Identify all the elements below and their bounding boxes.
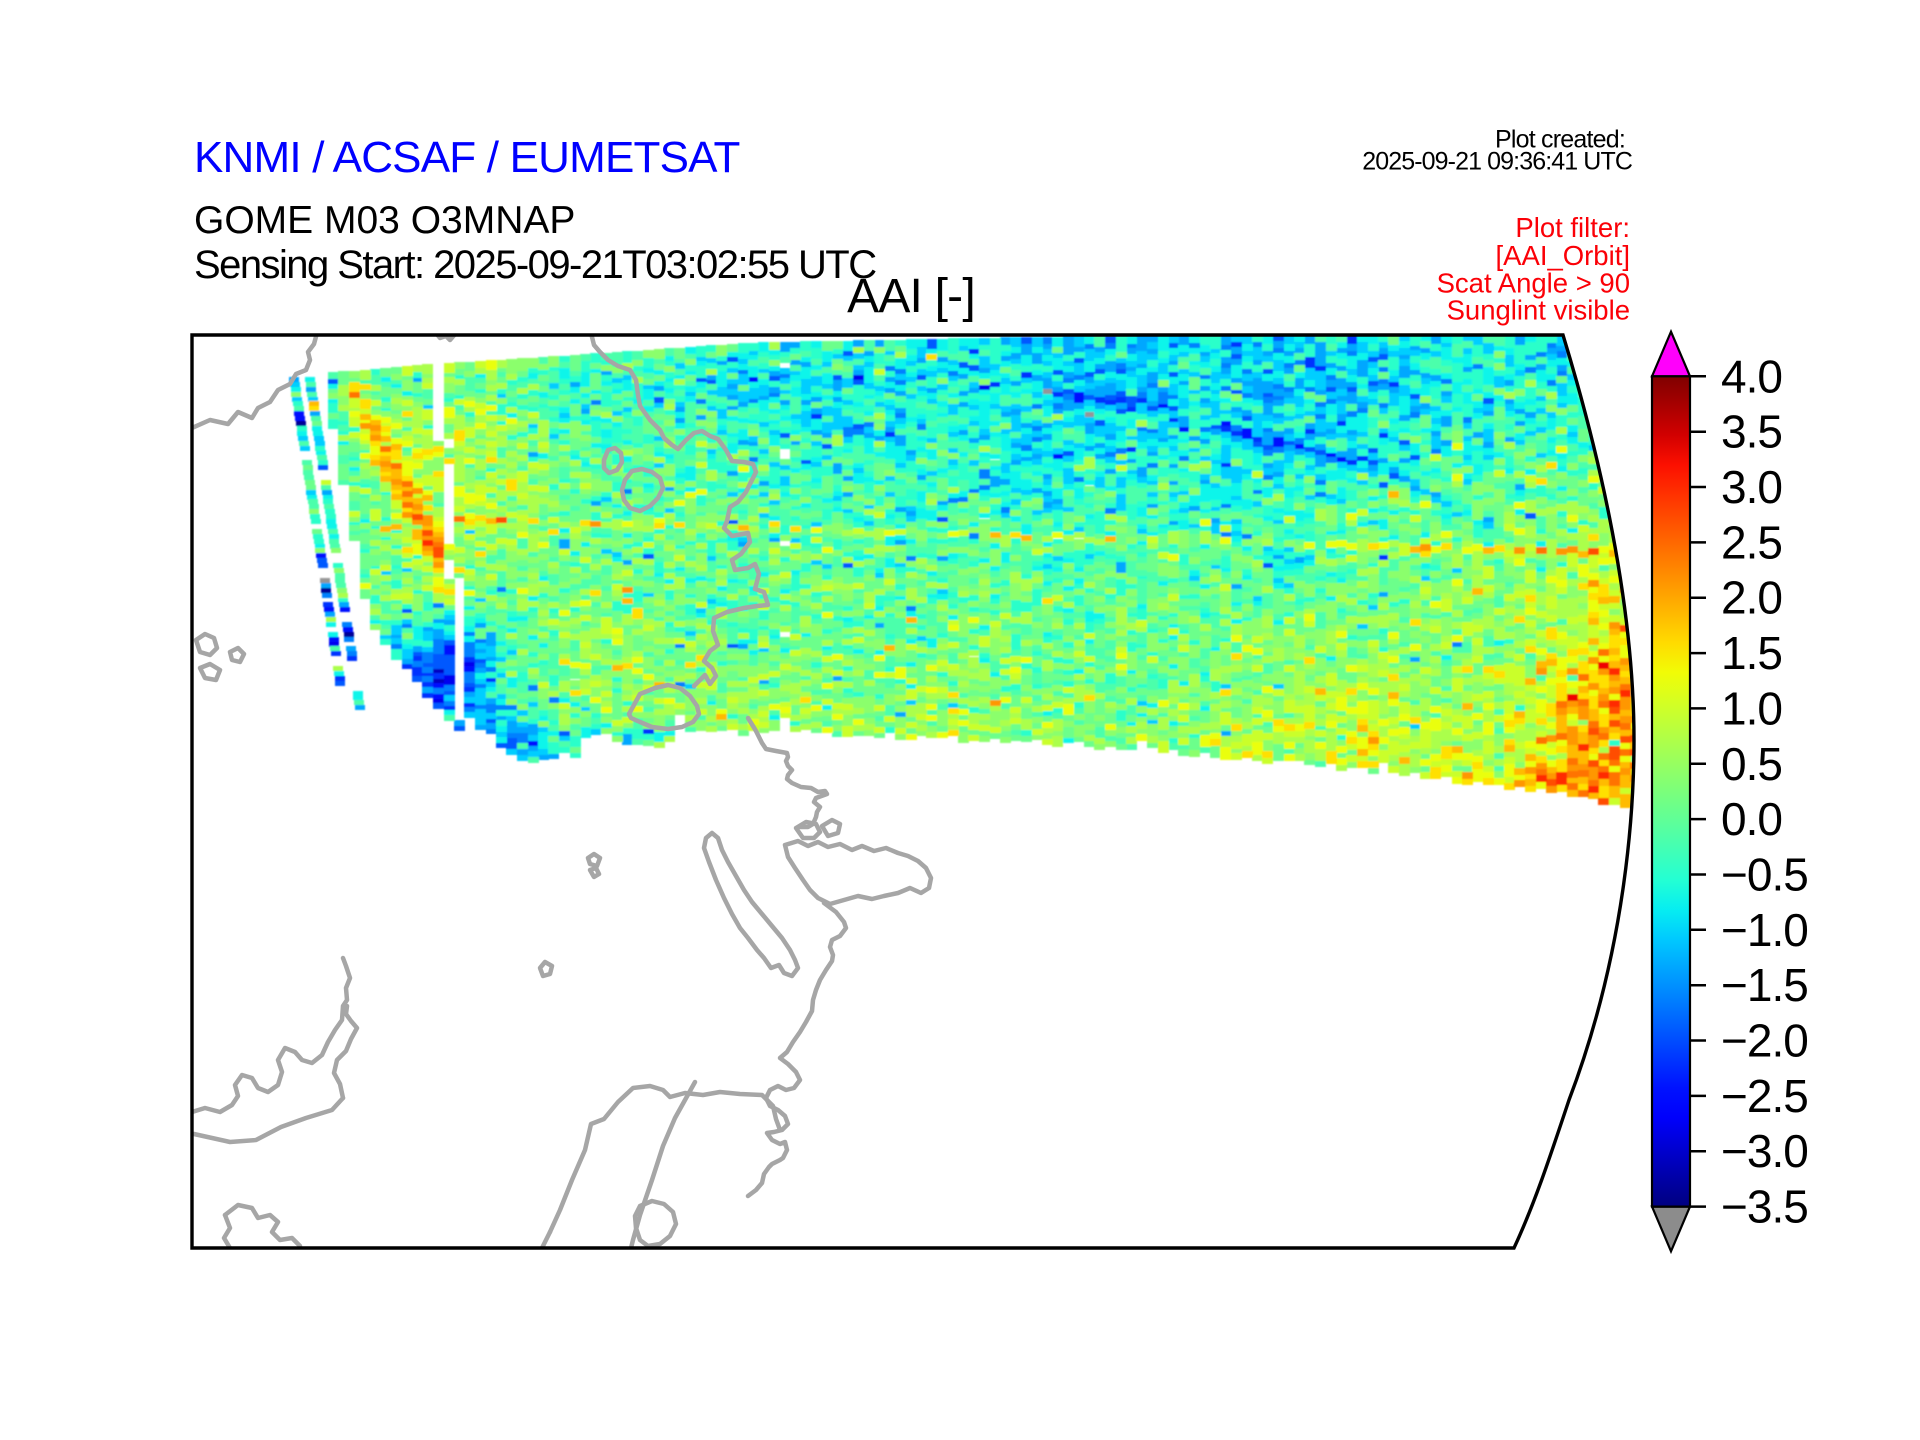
svg-text:−1.0: −1.0 bbox=[1721, 904, 1808, 956]
svg-text:2025-09-21 09:36:41 UTC: 2025-09-21 09:36:41 UTC bbox=[1362, 148, 1633, 176]
svg-text:3.0: 3.0 bbox=[1721, 461, 1782, 513]
svg-text:GOME M03 O3MNAP: GOME M03 O3MNAP bbox=[194, 199, 575, 242]
svg-text:1.0: 1.0 bbox=[1721, 682, 1782, 734]
svg-text:4.0: 4.0 bbox=[1721, 350, 1782, 402]
svg-text:2.0: 2.0 bbox=[1721, 572, 1782, 624]
svg-text:−1.5: −1.5 bbox=[1721, 959, 1808, 1011]
svg-text:Sensing Start: 2025-09-21T03:0: Sensing Start: 2025-09-21T03:02:55 UTC bbox=[194, 243, 876, 287]
svg-text:1.5: 1.5 bbox=[1721, 627, 1782, 679]
svg-text:Plot filter:: Plot filter: bbox=[1515, 212, 1630, 243]
svg-text:0.0: 0.0 bbox=[1721, 793, 1782, 845]
svg-text:KNMI / ACSAF / EUMETSAT: KNMI / ACSAF / EUMETSAT bbox=[194, 133, 740, 182]
svg-text:−3.5: −3.5 bbox=[1721, 1181, 1808, 1233]
svg-text:Plot created:: Plot created: bbox=[1495, 126, 1625, 154]
svg-text:−0.5: −0.5 bbox=[1721, 849, 1808, 901]
svg-text:0.5: 0.5 bbox=[1721, 738, 1782, 790]
svg-text:[AAI_Orbit]: [AAI_Orbit] bbox=[1496, 240, 1631, 271]
svg-text:2.5: 2.5 bbox=[1721, 516, 1782, 568]
svg-text:3.5: 3.5 bbox=[1721, 406, 1782, 458]
svg-text:−2.5: −2.5 bbox=[1721, 1070, 1808, 1122]
svg-text:Sunglint visible: Sunglint visible bbox=[1447, 295, 1630, 326]
svg-text:Scat Angle > 90: Scat Angle > 90 bbox=[1437, 268, 1630, 299]
svg-text:−3.0: −3.0 bbox=[1721, 1125, 1808, 1177]
svg-text:AAI [-]: AAI [-] bbox=[847, 270, 975, 323]
svg-text:−2.0: −2.0 bbox=[1721, 1015, 1808, 1067]
